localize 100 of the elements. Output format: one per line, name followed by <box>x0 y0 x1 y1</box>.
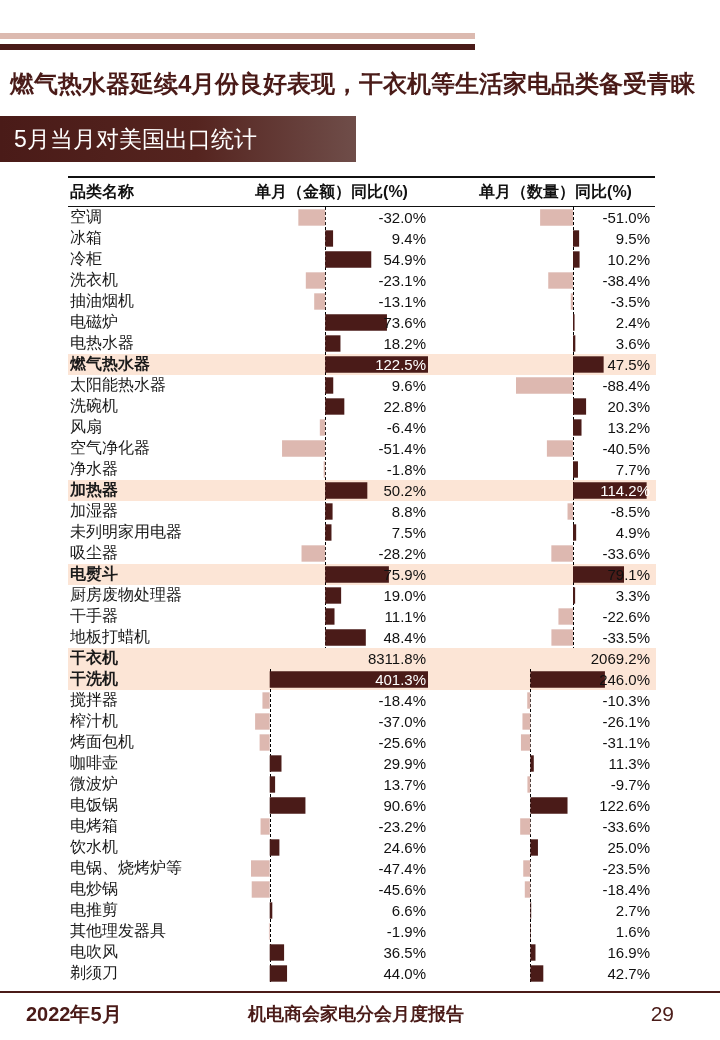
bar <box>325 524 332 541</box>
bar <box>251 860 270 877</box>
data-label: 19.0% <box>383 586 426 604</box>
data-label: 401.3% <box>375 670 426 688</box>
bar <box>325 377 334 394</box>
y-tick-label: 太阳能热水器 <box>70 375 166 393</box>
data-label: 122.5% <box>375 355 426 373</box>
bar <box>325 482 368 499</box>
bar <box>259 734 270 751</box>
x-axis-title: 单月（金额）同比(%) <box>254 182 409 202</box>
bar <box>573 398 587 415</box>
bar <box>325 587 342 604</box>
data-label: 16.9% <box>607 943 650 961</box>
data-label: -10.3% <box>602 691 650 709</box>
y-tick-label: 电热水器 <box>70 333 134 351</box>
y-tick-label: 吸尘器 <box>70 543 118 561</box>
data-label: 2.4% <box>615 313 650 331</box>
bar <box>527 776 531 793</box>
y-tick-label: 烤面包机 <box>70 732 134 750</box>
y-tick-label: 干手器 <box>70 606 118 624</box>
data-label: -38.4% <box>602 271 650 289</box>
y-axis-title: 品类名称 <box>70 182 134 202</box>
data-label: -22.6% <box>602 607 650 625</box>
y-tick-label: 电炒锅 <box>70 879 118 897</box>
bar <box>325 335 341 352</box>
text: 29 <box>650 1001 674 1027</box>
bar <box>551 629 574 646</box>
data-label: -33.6% <box>602 817 650 835</box>
data-label: -40.5% <box>602 439 650 457</box>
bar <box>314 293 326 310</box>
y-tick-label: 搅拌器 <box>70 690 118 708</box>
data-label: -9.7% <box>610 775 650 793</box>
y-tick-label: 其他理发器具 <box>70 921 166 939</box>
data-label: 20.3% <box>607 397 650 415</box>
bar <box>255 713 270 730</box>
data-label: 25.0% <box>607 838 650 856</box>
data-label: -51.0% <box>602 208 650 226</box>
data-label: 7.5% <box>391 523 426 541</box>
bar <box>269 776 276 793</box>
bar <box>530 755 534 772</box>
data-label: -18.4% <box>602 880 650 898</box>
bar <box>551 545 574 562</box>
text: 2069.2% <box>590 649 650 667</box>
data-label: 8.8% <box>391 502 426 520</box>
bar <box>319 419 326 436</box>
bar <box>540 209 574 226</box>
bar <box>530 944 536 961</box>
text: 8311.8% <box>367 649 426 667</box>
data-label: 48.4% <box>383 628 426 646</box>
y-tick-label: 电磁炉 <box>70 312 118 330</box>
bar <box>269 944 285 961</box>
y-tick-label: 燃气热水器 <box>69 354 150 373</box>
y-tick-label: 冰箱 <box>70 228 102 246</box>
text: 机电商会家电分会月度报告 <box>246 1003 465 1026</box>
bar <box>325 503 333 520</box>
data-label: -3.5% <box>610 292 650 310</box>
bar <box>546 440 574 457</box>
data-label: 54.9% <box>383 250 426 268</box>
data-label: 24.6% <box>383 838 426 856</box>
bar <box>269 839 280 856</box>
data-label: -31.1% <box>602 733 650 751</box>
data-label: 3.6% <box>615 334 650 352</box>
bar <box>301 545 326 562</box>
y-tick-label: 电吹风 <box>70 942 118 960</box>
y-tick-label: 洗碗机 <box>70 396 118 414</box>
data-label: -51.4% <box>378 439 426 457</box>
y-tick-label: 厨房废物处理器 <box>70 585 182 603</box>
bar <box>524 881 531 898</box>
x-axis-title: 单月（数量）同比(%) <box>478 182 633 202</box>
y-tick-label: 风扇 <box>70 417 102 435</box>
data-label: 42.7% <box>607 964 650 982</box>
y-tick-label: 榨汁机 <box>70 711 118 729</box>
bar <box>262 692 270 709</box>
data-label: -23.1% <box>378 271 426 289</box>
y-tick-label: 洗衣机 <box>70 270 118 288</box>
bar <box>325 398 345 415</box>
data-label: -28.2% <box>378 544 426 562</box>
data-label: -88.4% <box>602 376 650 394</box>
y-tick-label: 净水器 <box>70 459 118 477</box>
bar <box>530 797 568 814</box>
data-label: -23.2% <box>378 817 426 835</box>
bar <box>516 377 574 394</box>
data-label: 18.2% <box>383 334 426 352</box>
bar <box>573 251 580 268</box>
data-label: -33.6% <box>602 544 650 562</box>
bar <box>522 713 531 730</box>
data-label: -23.5% <box>602 859 650 877</box>
data-label: 4.9% <box>615 523 650 541</box>
data-label: -37.0% <box>378 712 426 730</box>
data-label: -1.9% <box>386 922 426 940</box>
y-tick-label: 剃须刀 <box>70 963 118 981</box>
y-tick-label: 抽油烟机 <box>70 291 134 309</box>
data-label: 50.2% <box>383 481 426 499</box>
data-label: -26.1% <box>602 712 650 730</box>
bar <box>573 524 577 541</box>
y-tick-label: 电饭锅 <box>70 795 118 813</box>
y-tick-label: 干洗机 <box>69 669 118 687</box>
data-label: 2.7% <box>615 901 650 919</box>
bar <box>269 671 428 688</box>
chart-subtitle: 5月当月对美国出口统计 <box>14 125 257 154</box>
